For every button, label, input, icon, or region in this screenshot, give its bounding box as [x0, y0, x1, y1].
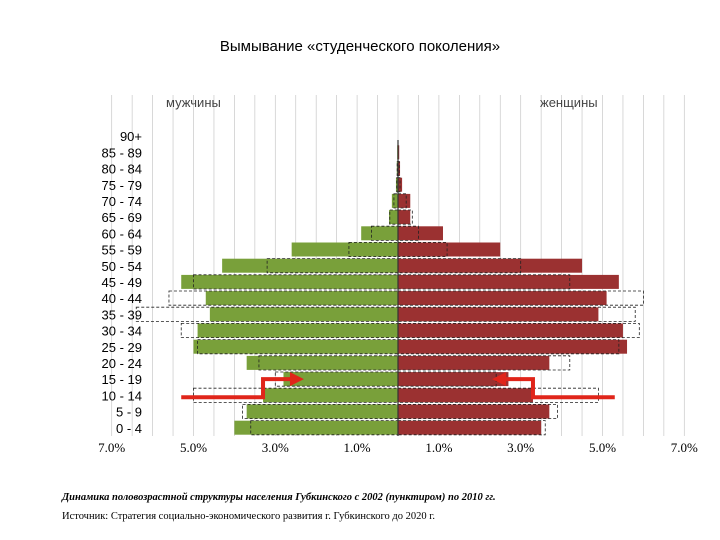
male-bar: [234, 420, 398, 435]
x-tick-label: 3.0%: [507, 440, 534, 455]
age-group-label: 85 - 89: [102, 145, 142, 160]
female-bar: [398, 210, 411, 225]
age-group-label: 35 - 39: [102, 307, 142, 322]
x-tick-label: 1.0%: [344, 440, 371, 455]
male-bar: [389, 210, 398, 225]
female-2002-outline: [397, 274, 571, 290]
age-group-label: 5 - 9: [116, 405, 142, 420]
left-arrow: [181, 377, 294, 400]
age-group-label: 15 - 19: [102, 372, 142, 387]
male-2002-outline: [135, 306, 399, 322]
female-2002-outline: [397, 339, 620, 355]
age-group-label: 45 - 49: [102, 275, 142, 290]
female-2002-outline: [397, 241, 448, 257]
age-group-label: 75 - 79: [102, 178, 142, 193]
male-2002-outline: [396, 177, 399, 193]
female-label: женщины: [540, 95, 598, 110]
female-bar: [398, 404, 550, 419]
female-bar: [398, 307, 599, 322]
right-arrow-head: [492, 372, 507, 387]
chart-source: Источник: Стратегия социально-экономичес…: [62, 511, 435, 522]
male-bar: [205, 291, 398, 306]
age-group-label: 0 - 4: [116, 421, 142, 436]
age-group-label: 20 - 24: [102, 356, 142, 371]
age-group-label: 65 - 69: [102, 210, 142, 225]
male-bar: [246, 355, 398, 370]
male-bar: [391, 193, 398, 208]
left-arrow-head: [289, 372, 304, 387]
female-bar: [398, 291, 607, 306]
age-group-label: 50 - 54: [102, 259, 142, 274]
age-group-label: 10 - 14: [102, 388, 142, 403]
male-bar: [263, 388, 398, 403]
female-bar: [398, 161, 401, 176]
male-bar: [222, 258, 398, 273]
male-bar: [246, 404, 398, 419]
female-bar: [398, 355, 550, 370]
age-group-label: 30 - 34: [102, 324, 142, 339]
female-2002-outline: [397, 355, 571, 371]
age-group-label: 60 - 64: [102, 226, 142, 241]
male-2002-outline: [250, 420, 399, 436]
age-group-label: 70 - 74: [102, 194, 142, 209]
female-bar: [398, 145, 400, 160]
female-bar: [398, 372, 509, 387]
female-bar: [398, 242, 501, 257]
age-group-label: 90+: [120, 129, 142, 144]
male-bar: [283, 372, 398, 387]
age-group-label: 25 - 29: [102, 340, 142, 355]
male-bar: [197, 323, 398, 338]
female-bar: [398, 177, 403, 192]
right-arrow: [502, 377, 615, 400]
female-2002-outline: [397, 322, 640, 338]
x-tick-label: 7.0%: [671, 440, 698, 455]
chart-caption: Динамика половозрастной структуры населе…: [62, 492, 496, 503]
age-group-label: 55 - 59: [102, 243, 142, 258]
female-bar: [398, 388, 533, 403]
male-bar: [209, 307, 398, 322]
female-2002-outline: [397, 160, 400, 176]
female-bar: [398, 258, 583, 273]
male-bar: [395, 177, 398, 192]
female-bar: [398, 323, 623, 338]
female-bar: [398, 193, 411, 208]
male-bar: [361, 226, 398, 241]
male-bar: [181, 274, 398, 289]
age-group-label: 80 - 84: [102, 162, 142, 177]
female-bar: [398, 274, 619, 289]
male-bar: [291, 242, 398, 257]
x-tick-label: 1.0%: [425, 440, 452, 455]
x-tick-label: 3.0%: [262, 440, 289, 455]
male-bar: [193, 339, 398, 354]
female-bar: [398, 339, 628, 354]
age-group-label: 40 - 44: [102, 291, 142, 306]
x-tick-label: 5.0%: [589, 440, 616, 455]
female-bar: [398, 226, 443, 241]
female-bar: [398, 420, 542, 435]
female-2002-outline: [397, 209, 413, 225]
x-tick-label: 5.0%: [180, 440, 207, 455]
x-tick-label: 7.0%: [98, 440, 125, 455]
slide-title: Вымывание «студенческого поколения»: [219, 38, 501, 55]
male-label: мужчины: [166, 95, 221, 110]
